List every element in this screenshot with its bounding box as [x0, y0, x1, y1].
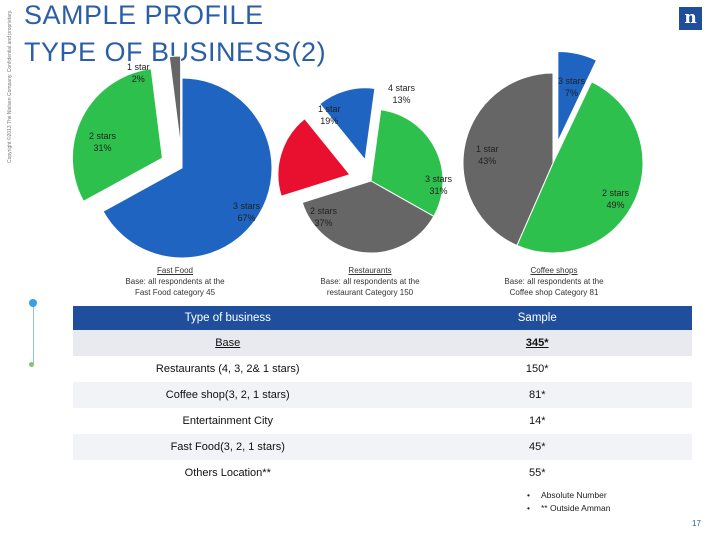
nielsen-logo: n — [679, 7, 702, 30]
rs-slice-1-star — [277, 117, 351, 197]
row-value: 150* — [382, 356, 692, 382]
rs-caption-line1: Base: all respondents at the — [320, 277, 420, 286]
row-label: Fast Food(3, 2, 1 stars) — [73, 434, 383, 460]
row-value: 14* — [382, 408, 692, 434]
footnote-outside-text: ** Outside Amman — [541, 503, 611, 513]
rs-3stars-value: 31% — [429, 186, 448, 196]
header-sample: Sample — [382, 306, 692, 330]
row-label: Restaurants (4, 3, 2& 1 stars) — [73, 356, 383, 382]
cs-caption: Coffee shops Base: all respondents at th… — [474, 265, 634, 298]
cs-slice-3-stars — [557, 51, 598, 142]
footnote-absolute-text: Absolute Number — [541, 490, 607, 500]
ff-1star-name: 1 star — [127, 62, 150, 72]
rs-1star-label: 1 star 19% — [318, 103, 341, 127]
table-row-base: Base 345* — [73, 330, 692, 356]
cs-slice-2-stars — [516, 81, 644, 254]
ff-2stars-value: 31% — [93, 143, 112, 153]
ff-2stars-label: 2 stars 31% — [89, 130, 116, 154]
pie-charts — [71, 51, 644, 259]
rs-slice-4-stars — [319, 87, 376, 162]
page-number: 17 — [692, 519, 701, 528]
cs-slice-1-star — [462, 72, 554, 247]
cs-1star-name: 1 star — [476, 144, 499, 154]
cs-caption-title: Coffee shops — [530, 266, 578, 275]
cs-1star-value: 43% — [478, 156, 497, 166]
ff-caption-line1: Base: all respondents at the — [125, 277, 225, 286]
rs-4stars-name: 4 stars — [388, 83, 416, 93]
table-header-row: Type of business Sample — [73, 306, 692, 330]
ff-caption: Fast Food Base: all respondents at the F… — [95, 265, 255, 298]
rs-3stars-label: 3 stars 31% — [425, 173, 452, 197]
ff-caption-line2: Fast Food category 45 — [134, 288, 216, 297]
business-table: Type of business Sample Base 345* Restau… — [73, 306, 692, 486]
rs-4stars-label: 4 stars 13% — [388, 82, 415, 106]
rs-1star-name: 1 star — [318, 104, 341, 114]
ff-slice-1-star — [168, 55, 182, 147]
table-row: Fast Food(3, 2, 1 stars) 45* — [73, 434, 692, 460]
table-row: Entertainment City 14* — [73, 408, 692, 434]
rs-slice-2-stars — [301, 180, 435, 254]
footnote-outside: • ** Outside Amman — [527, 503, 611, 513]
slide-title: SAMPLE PROFILE — [24, 0, 264, 30]
row-value: 81* — [382, 382, 692, 408]
header-type-of-business: Type of business — [73, 306, 383, 330]
ff-slice-2-stars — [71, 68, 163, 203]
rs-slice-3-stars — [370, 109, 444, 218]
cs-3stars-name: 3 stars — [558, 76, 586, 86]
decor-dot-left — [29, 299, 37, 307]
row-label: Coffee shop(3, 2, 1 stars) — [73, 382, 383, 408]
base-label: Base — [73, 330, 383, 356]
logo-letter: n — [684, 8, 697, 28]
cs-caption-line2: Coffee shop Category 81 — [509, 288, 599, 297]
footnotes: • Absolute Number • ** Outside Amman — [527, 489, 610, 515]
cs-1star-label: 1 star 43% — [476, 143, 499, 167]
decor-dot-small — [29, 362, 34, 367]
rs-4stars-value: 13% — [392, 95, 411, 105]
cs-2stars-value: 49% — [606, 200, 625, 210]
row-label: Entertainment City — [73, 408, 383, 434]
rs-3stars-name: 3 stars — [425, 174, 453, 184]
cs-2stars-name: 2 stars — [602, 188, 630, 198]
rs-1star-value: 19% — [320, 116, 339, 126]
rs-caption: Restaurants Base: all respondents at the… — [290, 265, 450, 298]
ff-3stars-value: 67% — [237, 213, 256, 223]
ff-slice-3-stars — [102, 77, 273, 259]
rs-2stars-value: 37% — [314, 218, 333, 228]
ff-1star-value: 2% — [131, 74, 145, 84]
footnote-absolute: • Absolute Number — [527, 490, 607, 500]
rs-2stars-label: 2 stars 37% — [310, 205, 337, 229]
ff-3stars-name: 3 stars — [233, 201, 261, 211]
row-label: Others Location** — [73, 460, 383, 486]
decor-line-left — [33, 303, 34, 363]
cs-3stars-value: 7% — [565, 88, 579, 98]
cs-2stars-label: 2 stars 49% — [602, 187, 629, 211]
rs-2stars-name: 2 stars — [310, 206, 338, 216]
table-row: Restaurants (4, 3, 2& 1 stars) 150* — [73, 356, 692, 382]
row-value: 45* — [382, 434, 692, 460]
row-value: 55* — [382, 460, 692, 486]
table-row: Coffee shop(3, 2, 1 stars) 81* — [73, 382, 692, 408]
base-value: 345* — [382, 330, 692, 356]
ff-caption-title: Fast Food — [156, 266, 193, 275]
rs-caption-line2: restaurant Category 150 — [326, 288, 414, 297]
cs-caption-line1: Base: all respondents at the — [504, 277, 604, 286]
rs-caption-title: Restaurants — [348, 266, 392, 275]
ff-1star-label: 1 star 2% — [127, 61, 150, 85]
ff-2stars-name: 2 stars — [89, 131, 117, 141]
cs-3stars-label: 3 stars 7% — [558, 75, 585, 99]
ff-3stars-label: 3 stars 67% — [233, 200, 260, 224]
table-row: Others Location** 55* — [73, 460, 692, 486]
